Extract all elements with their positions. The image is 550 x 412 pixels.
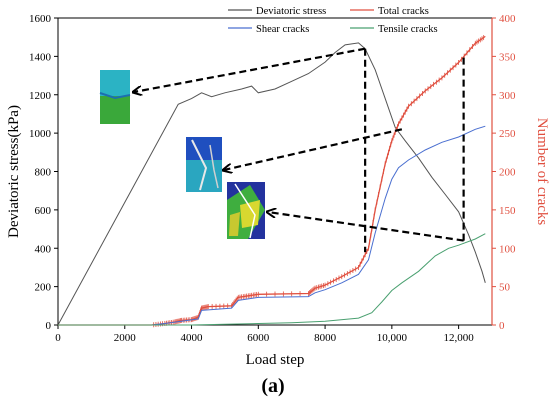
specimen-images xyxy=(99,70,265,239)
y-right-tick-label: 0 xyxy=(499,320,505,332)
x-tick-label: 0 xyxy=(55,332,61,344)
annotation-arrows xyxy=(134,47,465,253)
arrow-peak xyxy=(134,47,366,92)
panel-label: (a) xyxy=(261,375,284,397)
legend-label-total-cracks: Total cracks xyxy=(378,6,429,17)
specimen-image-post-peak xyxy=(186,137,222,192)
legend: Deviatoric stress Total cracks Shear crack… xyxy=(228,6,438,35)
y-left-tick-label: 600 xyxy=(35,205,52,217)
legend-label-shear-cracks: Shear cracks xyxy=(256,24,309,35)
y-right-tick-label: 150 xyxy=(499,205,516,217)
legend-label-deviatoric-stress: Deviatoric stress xyxy=(256,6,326,17)
specimen-image-peak xyxy=(99,70,131,124)
y-right-tick-label: 50 xyxy=(499,282,511,294)
y-right-tick-label: 100 xyxy=(499,243,516,255)
y-left-tick-label: 1400 xyxy=(29,51,52,63)
y-axis-right-title: Number of cracks xyxy=(534,118,550,226)
arrow-post-peak xyxy=(224,128,403,170)
x-tick-label: 4000 xyxy=(181,332,204,344)
legend-label-tensile-cracks: Tensile cracks xyxy=(378,24,438,35)
y-right-tick-label: 250 xyxy=(499,128,516,140)
y-right-tick-label: 300 xyxy=(499,90,516,102)
x-tick-label: 6000 xyxy=(247,332,270,344)
y-left-tick-label: 0 xyxy=(46,320,52,332)
series-line-deviatoric-stress xyxy=(57,42,486,326)
y-left-tick-label: 200 xyxy=(35,282,52,294)
series-line-shear-cracks xyxy=(58,125,486,326)
y-left-tick-label: 800 xyxy=(35,167,52,179)
y-left-tick-label: 1000 xyxy=(29,128,52,140)
y-right-tick-label: 350 xyxy=(499,51,516,63)
series-layer xyxy=(57,35,486,328)
x-tick-label: 8000 xyxy=(314,332,337,344)
x-tick-label: 10,000 xyxy=(377,332,408,344)
x-tick-label: 2000 xyxy=(114,332,137,344)
y-right-tick-label: 400 xyxy=(499,13,516,25)
y-right-tick-label: 200 xyxy=(499,167,516,179)
y-left-tick-label: 1200 xyxy=(29,90,52,102)
specimen-image-residual xyxy=(227,182,265,239)
series-line-tensile-cracks xyxy=(58,233,486,326)
x-tick-label: 12,000 xyxy=(443,332,474,344)
axes: 0 2000 4000 6000 8000 10,000 12,00002004006008… xyxy=(6,13,550,368)
y-left-tick-label: 400 xyxy=(35,243,52,255)
y-left-tick-label: 1600 xyxy=(29,13,52,25)
x-axis-title: Load step xyxy=(246,352,305,368)
y-axis-left-title: Deviatoric stress(kPa) xyxy=(6,105,22,238)
